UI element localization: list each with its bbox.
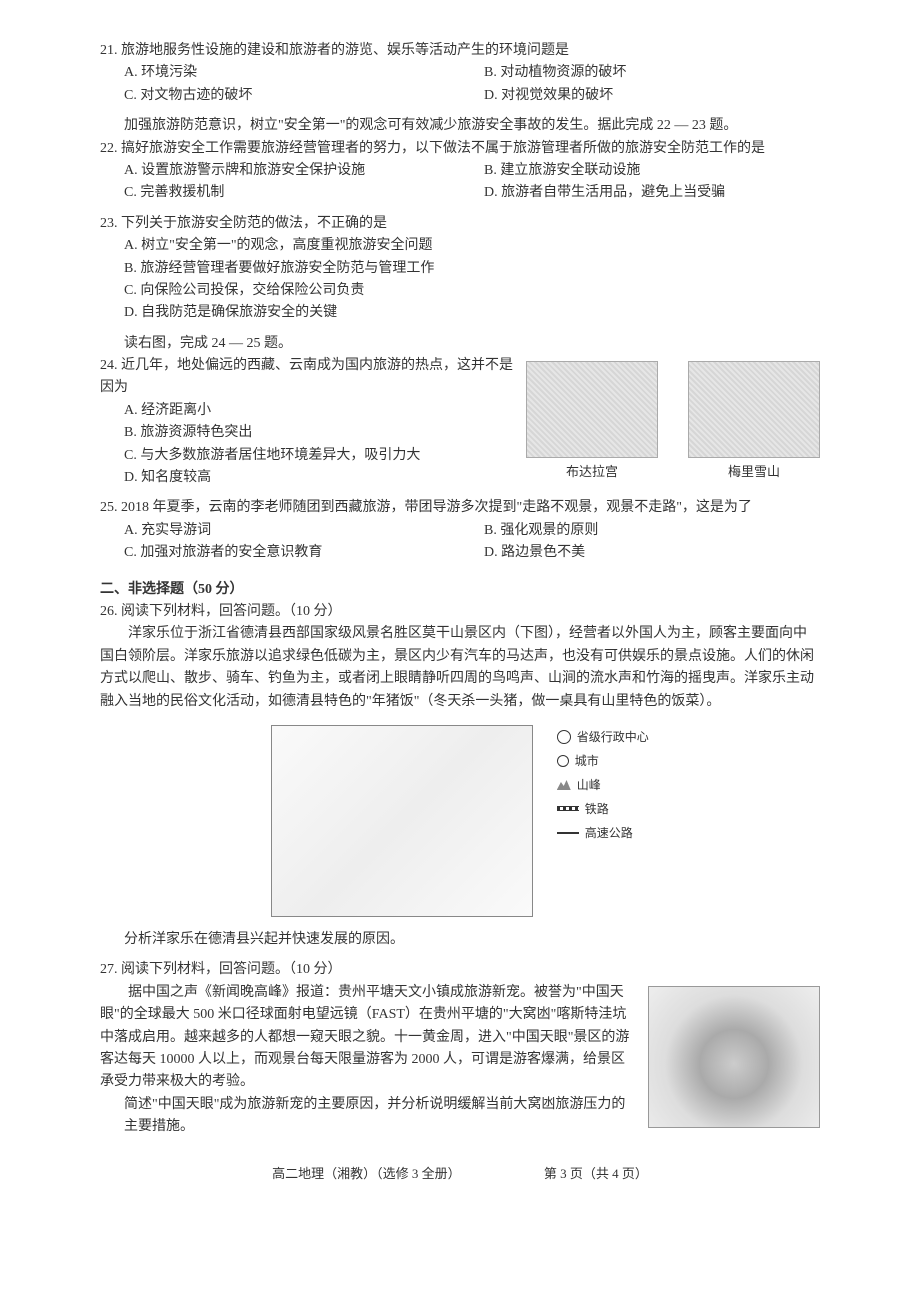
q21-b: B. 对动植物资源的破坏 [460, 62, 820, 84]
q27-title: 27. 阅读下列材料，回答问题。（10 分） [100, 959, 820, 981]
q26-title: 26. 阅读下列材料，回答问题。（10 分） [100, 601, 820, 623]
q23-b: B. 旅游经营管理者要做好旅游安全防范与管理工作 [100, 258, 820, 280]
context-24-25: 读右图，完成 24 — 25 题。 [100, 333, 820, 355]
q24-b: B. 旅游资源特色突出 [100, 422, 514, 444]
caption-potala: 布达拉宫 [526, 462, 658, 483]
q25: 25. 2018 年夏季，云南的李老师随团到西藏旅游，带团导游多次提到"走路不观… [100, 497, 820, 564]
symbol-peak-icon [557, 780, 571, 790]
q26-map-block: 省级行政中心 城市 山峰 铁路 高速公路 [100, 725, 820, 917]
q21-opts: A. 环境污染 B. 对动植物资源的破坏 C. 对文物古迹的破坏 D. 对视觉效… [100, 62, 820, 107]
q23-a: A. 树立"安全第一"的观念，高度重视旅游安全问题 [100, 235, 820, 257]
footer-left: 高二地理（湘教）（选修 3 全册） [272, 1164, 461, 1185]
q22-stem: 22. 搞好旅游安全工作需要旅游经营管理者的努力，以下做法不属于旅游管理者所做的… [100, 138, 820, 160]
legend-label-highway: 高速公路 [585, 821, 633, 845]
q24-d: D. 知名度较高 [100, 467, 514, 489]
legend-highway: 高速公路 [557, 821, 649, 845]
legend-label-peak: 山峰 [577, 773, 601, 797]
q22: 22. 搞好旅游安全工作需要旅游经营管理者的努力，以下做法不属于旅游管理者所做的… [100, 138, 820, 205]
section-ii-title: 二、非选择题（50 分） [100, 579, 820, 601]
q27-body: 据中国之声《新闻晚高峰》报道：贵州平塘天文小镇成旅游新宠。被誉为"中国天眼"的全… [100, 982, 820, 1139]
q23-stem: 23. 下列关于旅游安全防范的做法，不正确的是 [100, 213, 820, 235]
q24-images: 布达拉宫 梅里雪山 [526, 361, 820, 483]
q24: 24. 近几年，地处偏远的西藏、云南成为国内旅游的热点，这并不是因为 A. 经济… [100, 355, 514, 489]
meili-photo-placeholder [688, 361, 820, 458]
image-meili: 梅里雪山 [688, 361, 820, 483]
legend-city: 城市 [557, 749, 649, 773]
legend-peak: 山峰 [557, 773, 649, 797]
q25-stem: 25. 2018 年夏季，云南的李老师随团到西藏旅游，带团导游多次提到"走路不观… [100, 497, 820, 519]
q22-c: C. 完善救援机制 [100, 182, 460, 204]
q24-layout: 24. 近几年，地处偏远的西藏、云南成为国内旅游的热点，这并不是因为 A. 经济… [100, 355, 820, 497]
q26-map-placeholder [271, 725, 533, 917]
q21: 21. 旅游地服务性设施的建设和旅游者的游览、娱乐等活动产生的环境问题是 A. … [100, 40, 820, 107]
q21-d: D. 对视觉效果的破坏 [460, 85, 820, 107]
q24-stem: 24. 近几年，地处偏远的西藏、云南成为国内旅游的热点，这并不是因为 [100, 355, 514, 400]
page-footer: 高二地理（湘教）（选修 3 全册） 第 3 页（共 4 页） [100, 1164, 820, 1185]
q25-c: C. 加强对旅游者的安全意识教育 [100, 542, 460, 564]
q23: 23. 下列关于旅游安全防范的做法，不正确的是 A. 树立"安全第一"的观念，高… [100, 213, 820, 325]
caption-meili: 梅里雪山 [688, 462, 820, 483]
q24-a: A. 经济距离小 [100, 400, 514, 422]
symbol-railway-icon [557, 806, 579, 811]
q25-a: A. 充实导游词 [100, 520, 460, 542]
image-potala: 布达拉宫 [526, 361, 658, 483]
q21-a: A. 环境污染 [100, 62, 460, 84]
q27: 27. 阅读下列材料，回答问题。（10 分） 据中国之声《新闻晚高峰》报道：贵州… [100, 959, 820, 1138]
legend-label-provincial: 省级行政中心 [577, 725, 649, 749]
q22-opts: A. 设置旅游警示牌和旅游安全保护设施 B. 建立旅游安全联动设施 C. 完善救… [100, 160, 820, 205]
q25-opts: A. 充实导游词 B. 强化观景的原则 C. 加强对旅游者的安全意识教育 D. … [100, 520, 820, 565]
q23-c: C. 向保险公司投保，交给保险公司负责 [100, 280, 820, 302]
footer-right: 第 3 页（共 4 页） [544, 1164, 648, 1185]
q21-c: C. 对文物古迹的破坏 [100, 85, 460, 107]
legend-provincial-center: 省级行政中心 [557, 725, 649, 749]
symbol-double-circle-icon [557, 730, 571, 744]
q21-stem: 21. 旅游地服务性设施的建设和旅游者的游览、娱乐等活动产生的环境问题是 [100, 40, 820, 62]
q25-d: D. 路边景色不美 [460, 542, 820, 564]
potala-photo-placeholder [526, 361, 658, 458]
q26-passage: 洋家乐位于浙江省德清县西部国家级风景名胜区莫干山景区内（下图），经营者以外国人为… [100, 623, 820, 713]
q22-d: D. 旅游者自带生活用品，避免上当受骗 [460, 182, 820, 204]
q24-c: C. 与大多数旅游者居住地环境差异大，吸引力大 [100, 445, 514, 467]
symbol-circle-icon [557, 755, 569, 767]
legend-railway: 铁路 [557, 797, 649, 821]
symbol-highway-icon [557, 832, 579, 834]
q26-legend: 省级行政中心 城市 山峰 铁路 高速公路 [557, 725, 649, 845]
q26: 26. 阅读下列材料，回答问题。（10 分） 洋家乐位于浙江省德清县西部国家级风… [100, 601, 820, 951]
q27-fast-photo-placeholder [648, 986, 820, 1128]
context-22-23: 加强旅游防范意识，树立"安全第一"的观念可有效减少旅游安全事故的发生。据此完成 … [100, 115, 820, 137]
q22-a: A. 设置旅游警示牌和旅游安全保护设施 [100, 160, 460, 182]
legend-label-railway: 铁路 [585, 797, 609, 821]
q23-d: D. 自我防范是确保旅游安全的关键 [100, 302, 820, 324]
legend-label-city: 城市 [575, 749, 599, 773]
q22-b: B. 建立旅游安全联动设施 [460, 160, 820, 182]
q26-task: 分析洋家乐在德清县兴起并快速发展的原因。 [100, 929, 820, 951]
q25-b: B. 强化观景的原则 [460, 520, 820, 542]
